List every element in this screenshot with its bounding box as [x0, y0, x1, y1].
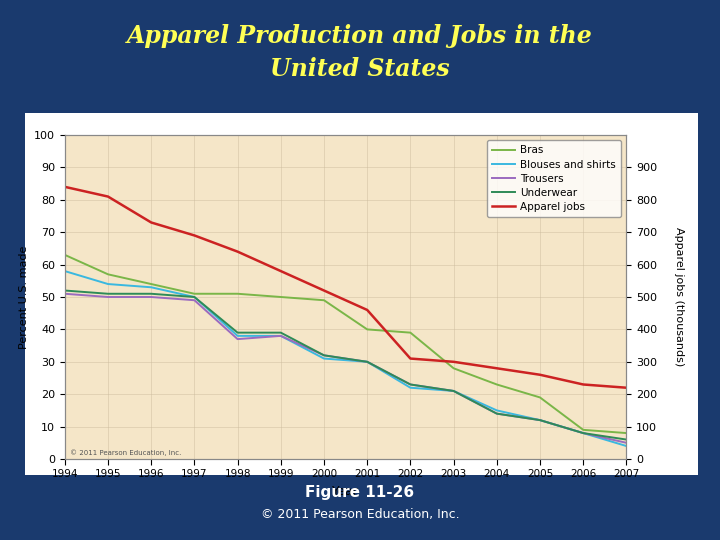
Trousers: [60, 291, 69, 297]
Blouses and shirts: [449, 388, 458, 394]
Blouses and shirts: [233, 333, 242, 339]
Underwear: [449, 388, 458, 394]
Underwear: [104, 291, 112, 297]
Blouses and shirts: [147, 284, 156, 291]
Blouses and shirts: [406, 384, 415, 391]
Text: © 2011 Pearson Education, Inc.: © 2011 Pearson Education, Inc.: [71, 449, 181, 456]
Apparel jobs: [622, 384, 631, 391]
Apparel jobs: [190, 232, 199, 239]
Apparel jobs: [406, 355, 415, 362]
Bras: [622, 430, 631, 436]
Apparel jobs: [320, 287, 328, 294]
Blouses and shirts: [622, 443, 631, 449]
Underwear: [492, 410, 501, 417]
Trousers: [536, 417, 544, 423]
Blouses and shirts: [276, 333, 285, 339]
Trousers: [363, 359, 372, 365]
Line: Blouses and shirts: Blouses and shirts: [65, 271, 626, 446]
Trousers: [579, 430, 588, 436]
Line: Bras: Bras: [65, 255, 626, 433]
Line: Underwear: Underwear: [65, 291, 626, 440]
Underwear: [579, 430, 588, 436]
Text: © 2011 Pearson Education, Inc.: © 2011 Pearson Education, Inc.: [261, 508, 459, 521]
Y-axis label: Apparel jobs (thousands): Apparel jobs (thousands): [674, 227, 684, 367]
Underwear: [622, 436, 631, 443]
Apparel jobs: [233, 248, 242, 255]
Underwear: [536, 417, 544, 423]
Bras: [320, 297, 328, 303]
Bras: [449, 365, 458, 372]
Underwear: [60, 287, 69, 294]
Bras: [492, 381, 501, 388]
Apparel jobs: [276, 268, 285, 274]
Bras: [147, 281, 156, 287]
Blouses and shirts: [363, 359, 372, 365]
Bras: [104, 271, 112, 278]
Apparel jobs: [147, 219, 156, 226]
Text: Figure 11-26: Figure 11-26: [305, 485, 415, 500]
Bras: [363, 326, 372, 333]
Underwear: [363, 359, 372, 365]
Blouses and shirts: [536, 417, 544, 423]
Trousers: [622, 440, 631, 446]
X-axis label: Year: Year: [333, 485, 359, 498]
Apparel jobs: [60, 184, 69, 190]
Trousers: [320, 352, 328, 359]
Apparel jobs: [536, 372, 544, 378]
Bras: [60, 252, 69, 258]
Trousers: [449, 388, 458, 394]
Underwear: [147, 291, 156, 297]
Blouses and shirts: [104, 281, 112, 287]
Apparel jobs: [104, 193, 112, 200]
Underwear: [190, 294, 199, 300]
Trousers: [276, 333, 285, 339]
Underwear: [320, 352, 328, 359]
Y-axis label: Percent U.S. made: Percent U.S. made: [19, 245, 29, 349]
Underwear: [233, 329, 242, 336]
Trousers: [190, 297, 199, 303]
Bras: [190, 291, 199, 297]
Trousers: [147, 294, 156, 300]
Line: Trousers: Trousers: [65, 294, 626, 443]
Trousers: [406, 381, 415, 388]
Blouses and shirts: [579, 430, 588, 436]
Text: Apparel Production and Jobs in the: Apparel Production and Jobs in the: [127, 24, 593, 48]
Underwear: [406, 381, 415, 388]
Apparel jobs: [449, 359, 458, 365]
Line: Apparel jobs: Apparel jobs: [65, 187, 626, 388]
Blouses and shirts: [60, 268, 69, 274]
Legend: Bras, Blouses and shirts, Trousers, Underwear, Apparel jobs: Bras, Blouses and shirts, Trousers, Unde…: [487, 140, 621, 217]
Bras: [536, 394, 544, 401]
Blouses and shirts: [320, 355, 328, 362]
Apparel jobs: [579, 381, 588, 388]
Underwear: [276, 329, 285, 336]
Trousers: [233, 336, 242, 342]
Bras: [579, 427, 588, 433]
Bras: [276, 294, 285, 300]
Bras: [233, 291, 242, 297]
Trousers: [104, 294, 112, 300]
Trousers: [492, 410, 501, 417]
Apparel jobs: [492, 365, 501, 372]
Blouses and shirts: [492, 407, 501, 414]
Blouses and shirts: [190, 294, 199, 300]
Apparel jobs: [363, 307, 372, 313]
Text: United States: United States: [270, 57, 450, 80]
Bras: [406, 329, 415, 336]
